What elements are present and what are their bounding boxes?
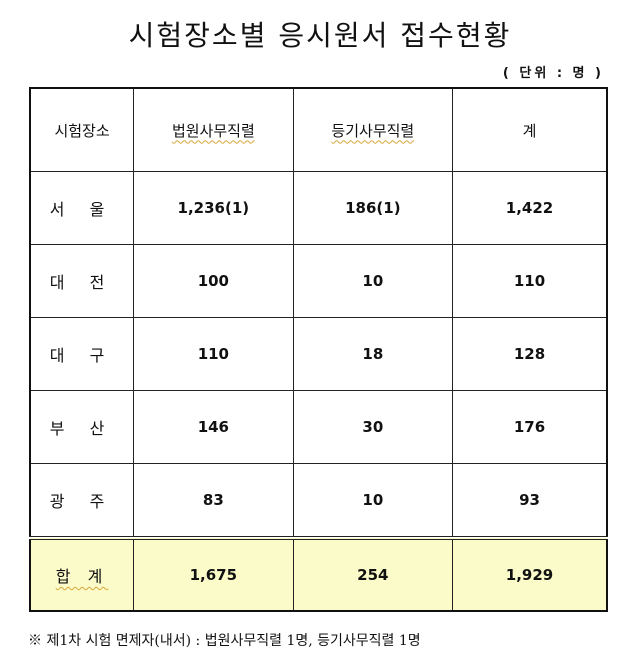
- sum-cell: 1,422: [452, 171, 608, 245]
- unit-label: ( 단위 : 명 ): [502, 66, 604, 81]
- header-row: 시험장소 법원사무직렬 등기사무직렬 계: [29, 87, 608, 172]
- court-cell: 83: [133, 463, 294, 539]
- court-cell: 1,236(1): [133, 171, 294, 245]
- registry-cell: 10: [292, 463, 454, 539]
- court-cell: 146: [133, 390, 294, 464]
- total-court: 1,675: [133, 536, 294, 612]
- header-court: 법원사무직렬: [133, 87, 294, 172]
- table-row: 대 구 110 18 128: [29, 317, 608, 391]
- total-registry: 254: [292, 536, 454, 612]
- registry-cell: 186(1): [292, 171, 454, 245]
- location-cell: 광 주: [29, 463, 135, 539]
- location-cell: 서 울: [29, 171, 135, 245]
- table-row: 서 울 1,236(1) 186(1) 1,422: [29, 171, 608, 245]
- sum-cell: 110: [452, 244, 608, 318]
- header-registry-label: 등기사무직렬: [331, 121, 415, 140]
- page-title: 시험장소별 응시원서 접수현황: [128, 19, 512, 52]
- total-row: 합 계 1,675 254 1,929: [29, 536, 608, 612]
- location-cell: 부 산: [29, 390, 135, 464]
- registry-cell: 18: [292, 317, 454, 391]
- header-location: 시험장소: [29, 87, 135, 172]
- footnote: ※ 제1차 시험 면제자(내서) : 법원사무직렬 1명, 등기사무직렬 1명: [28, 633, 421, 649]
- registry-cell: 30: [292, 390, 454, 464]
- table-row: 광 주 83 10 93: [29, 463, 608, 539]
- sum-cell: 128: [452, 317, 608, 391]
- court-cell: 110: [133, 317, 294, 391]
- total-label: 합 계: [29, 536, 135, 612]
- sum-cell: 93: [452, 463, 608, 539]
- registry-cell: 10: [292, 244, 454, 318]
- location-cell: 대 전: [29, 244, 135, 318]
- table-row: 부 산 146 30 176: [29, 390, 608, 464]
- header-sum: 계: [452, 87, 608, 172]
- total-label-text: 합 계: [55, 567, 109, 586]
- header-registry: 등기사무직렬: [292, 87, 454, 172]
- application-table: 시험장소 법원사무직렬 등기사무직렬 계 서 울 1,236(1) 186(1)…: [29, 87, 608, 612]
- sum-cell: 176: [452, 390, 608, 464]
- table-row: 대 전 100 10 110: [29, 244, 608, 318]
- court-cell: 100: [133, 244, 294, 318]
- header-court-label: 법원사무직렬: [171, 121, 255, 140]
- location-cell: 대 구: [29, 317, 135, 391]
- total-sum: 1,929: [452, 536, 608, 612]
